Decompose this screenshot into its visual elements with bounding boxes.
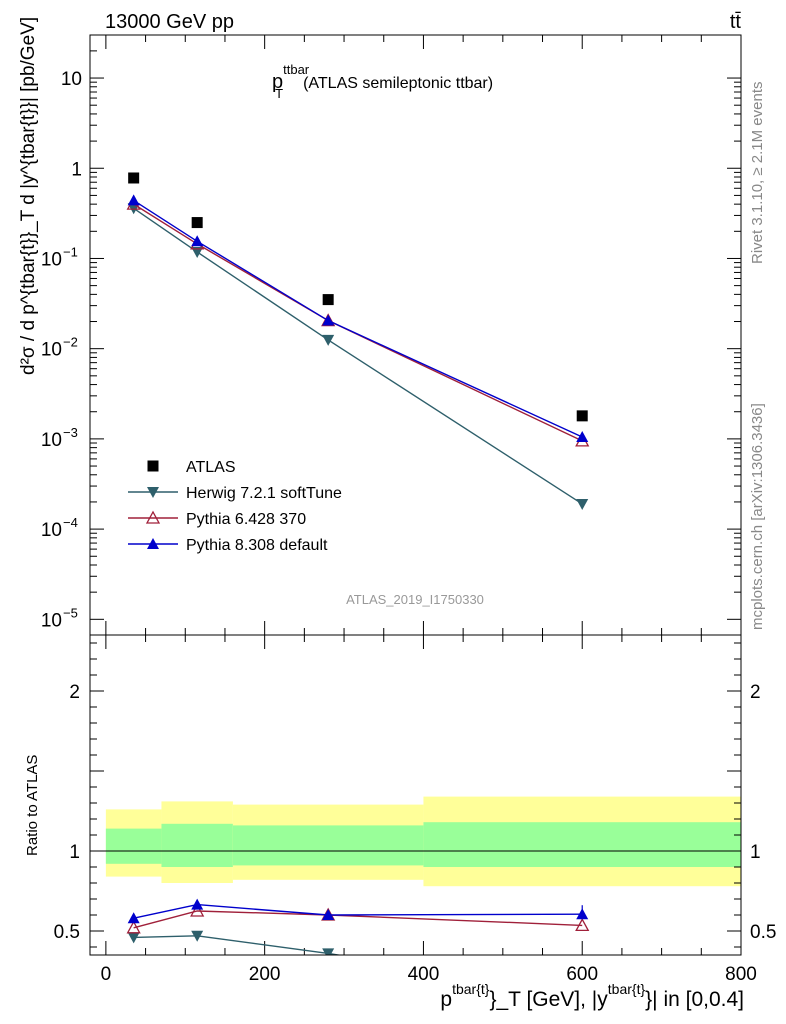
ratio-band-inner-0 [105, 828, 162, 864]
legend-label-1: Herwig 7.2.1 softTune [186, 485, 342, 502]
main-point-1-3 [576, 498, 589, 510]
title-p: p [272, 71, 283, 93]
ratio-band-inner-1 [161, 823, 233, 867]
ratio-ytick-label-right: 1 [750, 842, 761, 863]
ratio-point-1-1 [190, 903, 205, 917]
ratio-line-0 [133, 935, 343, 955]
legend-label-3: Pythia 8.308 default [186, 537, 328, 554]
title-sub: T [275, 86, 283, 101]
ratio-frame [89, 634, 742, 956]
main-point-0-2 [322, 294, 334, 306]
main-ytick-label: 10 [61, 69, 82, 90]
main-line-3 [133, 199, 583, 438]
ratio-ytick-label: 0.5 [54, 922, 80, 943]
main-point-1-2 [322, 334, 335, 346]
main-ytick-exponent: −1 [63, 244, 78, 259]
ratio-point-2-1 [191, 898, 204, 910]
title-rest: (ATLAS semileptonic ttbar) [303, 75, 493, 92]
mcplots-label: mcplots.cern.ch [arXiv:1306.3436] [749, 403, 766, 630]
ratio-xtick-label: 600 [566, 964, 598, 985]
main-point-0-0 [128, 172, 140, 184]
main-ytick-exponent: −5 [63, 605, 78, 620]
legend-marker-1 [147, 487, 159, 498]
rivet-label: Rivet 3.1.10, ≥ 2.1M events [749, 82, 766, 265]
main-line-1 [133, 207, 583, 505]
ratio-ytick-label-right: 2 [750, 682, 761, 703]
ratio-axes: 0.5 0.5 1 1 2 2 0 200 400 600 800 [54, 635, 776, 985]
main-ytick-label: 10 [41, 340, 62, 361]
ratio-point-0-0 [127, 932, 140, 944]
ratio-point-1-0 [126, 920, 141, 934]
legend-label-0: ATLAS [186, 459, 236, 476]
ratio-ytick-label: 1 [69, 842, 80, 863]
ratio-xtick-label: 0 [101, 964, 112, 985]
legend: ATLAS Herwig 7.2.1 softTune Pythia 6.428 3… [128, 459, 342, 554]
ratio-bands [90, 796, 741, 887]
analysis-label: ATLAS_2019_I1750330 [346, 592, 484, 607]
plot-title: pttbar T (ATLAS semileptonic ttbar) [272, 62, 493, 101]
legend-marker-3 [147, 538, 159, 549]
ratio-line-2 [133, 903, 583, 919]
ratio-series-layer [126, 898, 590, 955]
energy-label: 13000 GeV pp [105, 11, 234, 33]
legend-marker-2 [145, 510, 161, 524]
main-point-3-2 [322, 314, 335, 326]
main-point-3-1 [191, 235, 204, 247]
ratio-xtick-label: 800 [725, 964, 757, 985]
main-ytick-label: 10 [41, 520, 62, 541]
main-ytick-label: 10 [41, 430, 62, 451]
ratio-ylabel: Ratio to ATLAS [24, 755, 41, 856]
main-ytick-exponent: −4 [63, 515, 78, 530]
main-ytick-exponent: −3 [63, 425, 78, 440]
main-ytick-label: 10 [41, 610, 62, 631]
main-point-1-1 [191, 246, 204, 258]
main-point-0-1 [191, 217, 203, 229]
main-point-0-3 [576, 410, 588, 422]
ratio-line-1 [133, 910, 583, 929]
ratio-panel: 0.5 0.5 1 1 2 2 0 200 400 600 800 Ratio to ATLAS p… [24, 634, 776, 1011]
ratio-ytick-label: 2 [69, 682, 80, 703]
main-line-2 [133, 203, 583, 442]
ratio-point-0-1 [191, 930, 204, 942]
ratio-ytick-label-right: 0.5 [750, 922, 776, 943]
ratio-band-inner-2 [232, 825, 424, 866]
main-ylabel: d²σ / d p^{tbar{t}}_T d |y^{tbar{t}}| [p… [18, 17, 39, 375]
legend-marker-0 [147, 460, 159, 472]
title-sup: ttbar [283, 62, 310, 77]
main-ytick-exponent: −2 [63, 335, 78, 350]
ratio-point-2-0 [127, 912, 140, 924]
ratio-point-1-3 [575, 918, 590, 932]
process-label: tt̄ [730, 11, 742, 33]
legend-label-2: Pythia 6.428 370 [186, 511, 306, 528]
ratio-point-0-2 [322, 948, 335, 955]
main-point-3-3 [576, 430, 589, 442]
ratio-band-inner-3 [423, 822, 741, 867]
ratio-point-2-2 [322, 909, 335, 920]
ratio-xtick-label: 200 [249, 964, 281, 985]
main-ytick-label: 1 [71, 159, 82, 180]
main-series-layer [126, 172, 590, 510]
main-point-3-0 [127, 194, 140, 206]
ratio-xtick-label: 400 [408, 964, 440, 985]
x-axis-label: ptbar{t}}_T [GeV], |ytbar{t}}| in [0,0.4… [440, 981, 744, 1011]
main-ytick-label: 10 [41, 249, 62, 270]
